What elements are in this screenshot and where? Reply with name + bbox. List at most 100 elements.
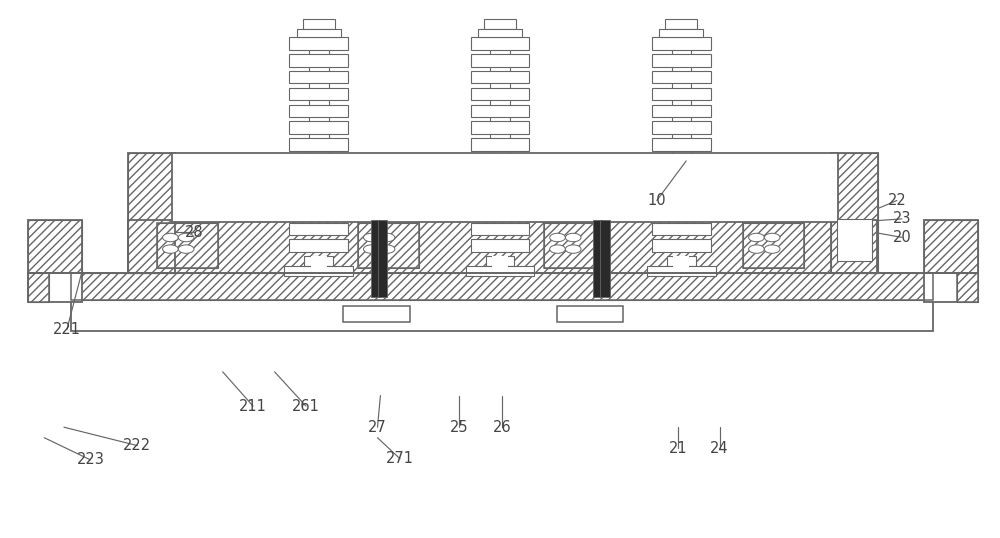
Bar bbox=[303, 19, 335, 29]
Bar bbox=[652, 189, 711, 202]
Bar bbox=[289, 37, 348, 49]
Bar bbox=[289, 122, 348, 134]
Text: 26: 26 bbox=[493, 420, 511, 435]
Bar bbox=[289, 239, 348, 252]
Text: 20: 20 bbox=[892, 230, 911, 245]
Bar bbox=[652, 206, 711, 218]
Bar bbox=[492, 256, 508, 277]
Bar bbox=[490, 37, 510, 256]
Bar bbox=[128, 221, 877, 273]
Bar bbox=[71, 273, 933, 300]
Bar bbox=[471, 206, 529, 218]
Bar bbox=[471, 138, 529, 151]
Bar bbox=[289, 88, 348, 100]
Bar bbox=[652, 223, 711, 235]
Bar bbox=[28, 221, 82, 273]
Circle shape bbox=[379, 245, 395, 253]
Circle shape bbox=[379, 233, 395, 242]
Bar bbox=[647, 266, 716, 277]
Bar bbox=[378, 221, 387, 297]
Bar bbox=[128, 221, 877, 273]
Text: 23: 23 bbox=[893, 211, 911, 226]
Bar bbox=[667, 256, 696, 266]
Text: 28: 28 bbox=[185, 224, 204, 239]
Bar bbox=[471, 88, 529, 100]
Bar bbox=[672, 37, 691, 256]
Bar bbox=[28, 273, 49, 302]
Circle shape bbox=[363, 245, 379, 253]
Bar bbox=[957, 273, 978, 302]
Bar bbox=[652, 122, 711, 134]
Circle shape bbox=[178, 245, 194, 253]
Bar bbox=[593, 221, 603, 297]
Bar bbox=[128, 153, 175, 273]
Text: 22: 22 bbox=[888, 193, 906, 208]
Bar bbox=[484, 19, 516, 29]
Bar bbox=[652, 155, 711, 168]
Bar bbox=[28, 273, 49, 302]
Bar bbox=[544, 223, 605, 268]
Text: 24: 24 bbox=[710, 441, 729, 456]
Circle shape bbox=[363, 233, 379, 242]
Bar bbox=[289, 172, 348, 185]
Bar bbox=[831, 153, 878, 273]
Bar bbox=[471, 223, 529, 235]
Text: 21: 21 bbox=[669, 441, 688, 456]
Bar bbox=[600, 221, 610, 297]
Bar bbox=[557, 306, 623, 322]
Bar bbox=[471, 104, 529, 117]
Bar bbox=[471, 189, 529, 202]
Bar bbox=[297, 29, 341, 37]
Bar bbox=[471, 71, 529, 83]
Bar bbox=[289, 155, 348, 168]
Bar bbox=[358, 223, 419, 268]
Bar bbox=[478, 29, 522, 37]
Circle shape bbox=[764, 245, 780, 253]
Bar bbox=[743, 223, 804, 268]
Bar bbox=[28, 273, 82, 302]
Circle shape bbox=[163, 233, 178, 242]
Bar bbox=[284, 266, 353, 277]
Circle shape bbox=[550, 233, 565, 242]
Bar bbox=[157, 223, 218, 268]
Bar bbox=[659, 29, 703, 37]
Bar bbox=[652, 239, 711, 252]
Bar bbox=[837, 219, 872, 261]
Text: 211: 211 bbox=[239, 399, 267, 414]
Circle shape bbox=[163, 245, 178, 253]
Bar bbox=[673, 256, 689, 277]
Bar bbox=[289, 104, 348, 117]
Bar bbox=[652, 88, 711, 100]
Bar bbox=[289, 189, 348, 202]
Bar bbox=[652, 104, 711, 117]
Bar bbox=[343, 306, 410, 322]
Bar bbox=[128, 153, 175, 273]
Bar bbox=[172, 153, 838, 222]
Bar bbox=[544, 223, 605, 268]
Bar bbox=[652, 138, 711, 151]
Bar bbox=[652, 54, 711, 67]
Bar bbox=[486, 256, 514, 266]
Bar bbox=[358, 223, 419, 268]
Bar bbox=[471, 155, 529, 168]
Bar bbox=[831, 153, 878, 273]
Circle shape bbox=[749, 233, 764, 242]
Text: 222: 222 bbox=[123, 438, 151, 453]
Circle shape bbox=[764, 233, 780, 242]
Bar bbox=[471, 54, 529, 67]
Bar bbox=[309, 37, 328, 256]
Bar bbox=[371, 221, 380, 297]
Circle shape bbox=[178, 233, 194, 242]
Bar bbox=[289, 71, 348, 83]
Bar bbox=[289, 223, 348, 235]
Bar bbox=[652, 71, 711, 83]
Bar bbox=[471, 239, 529, 252]
Circle shape bbox=[550, 245, 565, 253]
Circle shape bbox=[565, 233, 581, 242]
Text: 25: 25 bbox=[450, 420, 468, 435]
Bar bbox=[743, 223, 804, 268]
Bar bbox=[71, 273, 933, 331]
Bar bbox=[957, 273, 978, 302]
Bar bbox=[304, 256, 333, 266]
Text: 261: 261 bbox=[292, 399, 320, 414]
